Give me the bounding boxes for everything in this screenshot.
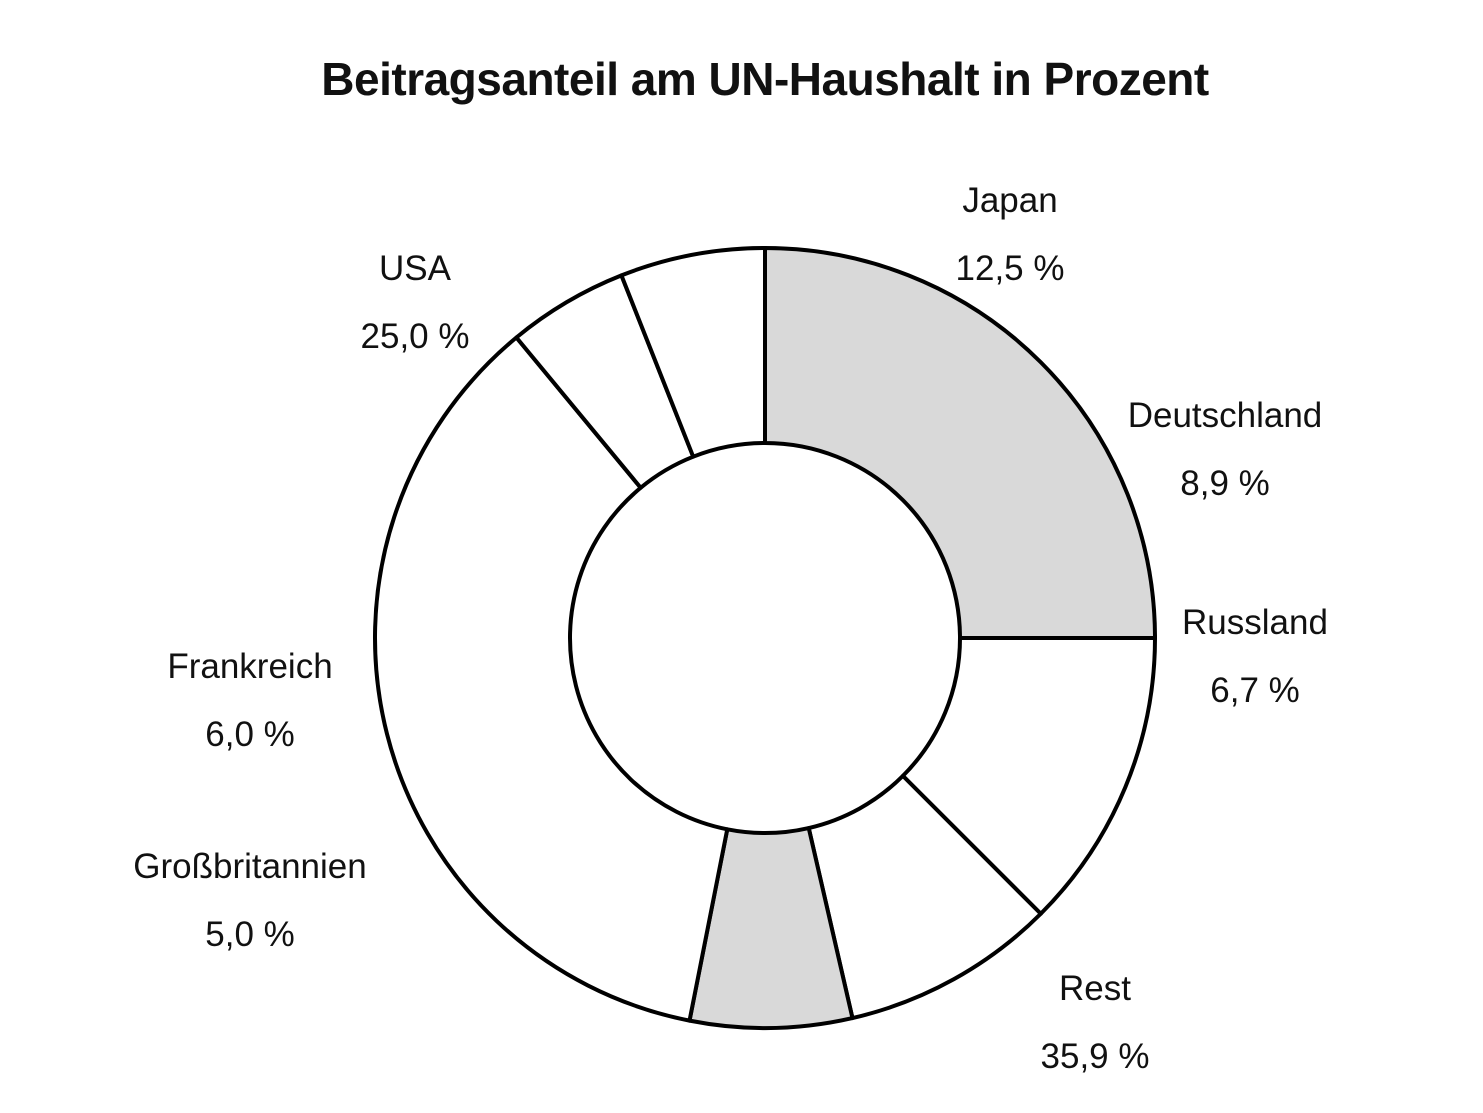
slice-value-deutschland: 8,9 %	[1180, 464, 1270, 503]
slice-usa	[763, 246, 1157, 640]
slice-label-rest: Rest	[1059, 969, 1131, 1008]
slice-value-russland: 6,7 %	[1210, 671, 1300, 710]
slice-label-usa: USA	[379, 249, 452, 288]
slice-label-russland: Russland	[1182, 603, 1328, 642]
slice-value-frankreich: 6,0 %	[205, 715, 295, 754]
slice-frankreich	[619, 246, 767, 459]
slice-value-japan: 12,5 %	[956, 249, 1065, 288]
slice-label-japan: Japan	[962, 181, 1057, 220]
slice-value-rest: 35,9 %	[1041, 1037, 1150, 1076]
chart-title: Beitragsanteil am UN-Haushalt in Prozent	[321, 53, 1209, 105]
slice-value-usa: 25,0 %	[361, 317, 470, 356]
slice-value-grossbritannien: 5,0 %	[205, 915, 295, 954]
slice-label-frankreich: Frankreich	[167, 647, 332, 686]
slice-label-deutschland: Deutschland	[1128, 396, 1323, 435]
labels-group: USA 25,0 % Japan 12,5 % Deutschland 8,9 % Russ…	[133, 181, 1328, 1076]
slice-label-grossbritannien: Großbritannien	[133, 847, 366, 886]
slice-rest	[372, 335, 730, 1023]
slice-japan	[900, 636, 1157, 916]
slices-group	[372, 246, 1157, 1030]
